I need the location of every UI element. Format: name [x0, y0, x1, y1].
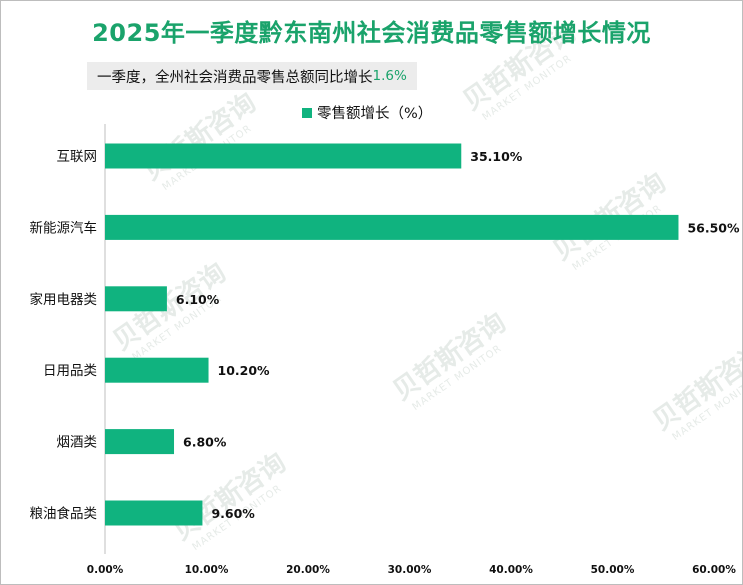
bar [105, 214, 679, 240]
bar [105, 500, 203, 526]
category-label: 家用电器类 [30, 291, 98, 308]
category-label: 烟酒类 [57, 435, 98, 451]
x-tick-label: 50.00% [591, 564, 635, 576]
summary-note: 一季度，全州社会消费品零售总额同比增长 1.6% [87, 62, 417, 90]
x-tick-label: 0.00% [87, 564, 124, 576]
data-label: 9.60% [211, 506, 255, 521]
legend-swatch [302, 108, 312, 118]
bar [105, 286, 167, 312]
category-label: 新能源汽车 [30, 219, 98, 236]
data-label: 6.80% [183, 435, 227, 450]
category-label: 互联网 [57, 149, 98, 165]
bar [105, 429, 175, 455]
category-label: 粮油食品类 [30, 505, 98, 522]
x-tick-label: 60.00% [692, 564, 736, 576]
summary-note-value: 1.6% [372, 68, 407, 84]
data-label: 6.10% [176, 292, 220, 307]
legend-label: 零售额增长（%） [317, 105, 432, 122]
data-label: 35.10% [470, 149, 523, 164]
x-tick-label: 30.00% [388, 564, 432, 576]
chart-title: 2025年一季度黔东南州社会消费品零售额增长情况 [92, 19, 651, 47]
x-tick-label: 10.00% [185, 564, 229, 576]
x-tick-label: 20.00% [286, 564, 330, 576]
category-label: 日用品类 [43, 363, 97, 379]
bar [105, 143, 462, 169]
x-tick-label: 40.00% [489, 564, 533, 576]
data-label: 56.50% [687, 220, 740, 235]
bar [105, 357, 209, 383]
summary-note-text: 一季度，全州社会消费品零售总额同比增长 [97, 69, 373, 86]
data-label: 10.20% [218, 363, 271, 378]
